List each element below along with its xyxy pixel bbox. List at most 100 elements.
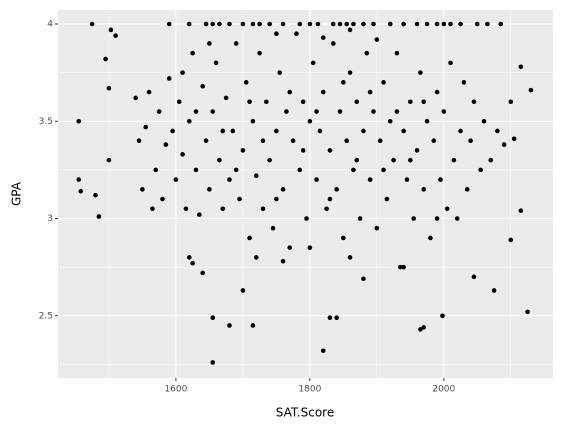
- point: [315, 21, 321, 27]
- point: [337, 21, 343, 27]
- point: [458, 128, 463, 134]
- point: [89, 21, 95, 27]
- point: [287, 89, 293, 95]
- point: [421, 325, 427, 330]
- point: [440, 313, 445, 319]
- point: [180, 152, 185, 157]
- point: [408, 157, 413, 163]
- point: [317, 128, 323, 134]
- point: [150, 206, 155, 212]
- point: [421, 187, 427, 192]
- point: [334, 187, 339, 192]
- point: [344, 138, 349, 144]
- point: [478, 167, 483, 173]
- point: [156, 109, 162, 114]
- point: [163, 142, 169, 147]
- point: [327, 196, 333, 202]
- y-axis-title: GPA: [10, 181, 24, 206]
- point: [461, 80, 467, 85]
- point: [501, 142, 507, 147]
- point: [488, 157, 494, 163]
- point: [213, 60, 219, 66]
- point: [327, 148, 333, 153]
- point: [270, 225, 276, 231]
- point: [431, 138, 437, 144]
- point: [190, 50, 195, 56]
- point: [260, 206, 266, 212]
- point: [240, 21, 246, 27]
- point: [341, 80, 346, 85]
- point: [361, 21, 366, 27]
- point: [351, 21, 356, 27]
- point: [186, 21, 192, 27]
- point: [314, 109, 319, 114]
- point: [297, 21, 303, 27]
- point: [310, 60, 316, 66]
- point: [220, 128, 226, 134]
- point: [518, 64, 524, 70]
- point: [397, 264, 403, 270]
- point: [387, 21, 393, 27]
- point: [287, 245, 293, 250]
- point: [143, 124, 149, 130]
- point: [274, 128, 279, 134]
- point: [458, 21, 463, 27]
- point: [207, 41, 212, 46]
- point: [434, 216, 440, 221]
- point: [357, 216, 363, 221]
- point: [220, 206, 226, 212]
- point: [464, 187, 470, 192]
- point: [160, 196, 165, 202]
- point: [260, 138, 266, 144]
- point: [347, 27, 353, 33]
- point: [280, 21, 286, 27]
- point: [233, 167, 239, 173]
- point: [307, 21, 313, 27]
- point: [394, 50, 400, 56]
- x-tick-label: 1800: [298, 385, 321, 395]
- point: [200, 270, 205, 276]
- point: [210, 21, 216, 27]
- point: [518, 208, 524, 214]
- point: [267, 157, 272, 163]
- point: [361, 128, 366, 134]
- point: [408, 99, 413, 105]
- point: [166, 76, 172, 81]
- point: [173, 177, 179, 182]
- point: [448, 60, 453, 66]
- x-axis-title: SAT.Score: [276, 406, 334, 420]
- point: [247, 99, 252, 105]
- point: [277, 70, 283, 75]
- point: [106, 157, 112, 163]
- point: [230, 128, 236, 134]
- point: [176, 99, 182, 105]
- point: [444, 206, 450, 212]
- point: [203, 138, 209, 144]
- point: [106, 85, 112, 91]
- point: [166, 21, 172, 27]
- point: [468, 138, 473, 144]
- point: [364, 50, 370, 56]
- point: [341, 235, 346, 241]
- point: [351, 167, 356, 173]
- point: [193, 109, 199, 114]
- point: [418, 70, 423, 75]
- point: [136, 138, 142, 144]
- point: [347, 70, 353, 75]
- point: [330, 41, 336, 46]
- point: [240, 148, 246, 153]
- y-tick-label: 3.5: [39, 117, 53, 127]
- point: [320, 35, 326, 40]
- point: [424, 118, 430, 124]
- point: [414, 21, 420, 27]
- point: [280, 258, 286, 264]
- point: [280, 187, 286, 192]
- point: [186, 118, 192, 124]
- point: [250, 323, 256, 328]
- point: [428, 235, 433, 241]
- point: [133, 95, 138, 101]
- point: [451, 157, 457, 163]
- point: [508, 237, 514, 243]
- point: [237, 196, 242, 202]
- point: [227, 21, 232, 27]
